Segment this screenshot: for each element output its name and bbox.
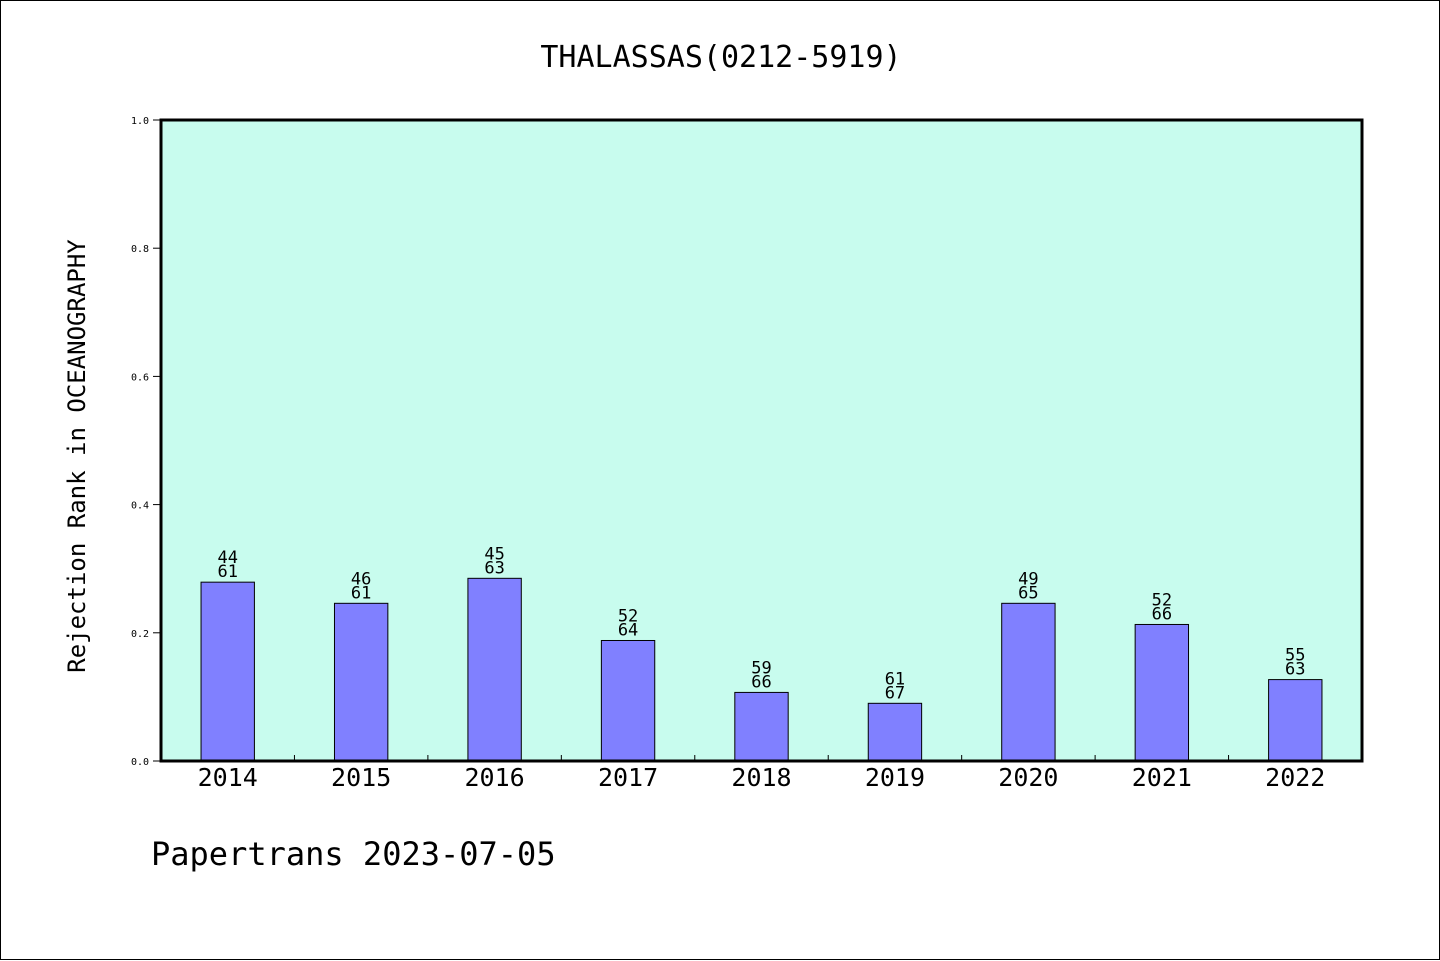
y-tick-label: 0.2 <box>131 629 149 640</box>
bar-2014 <box>200 581 255 762</box>
x-tick-label: 2021 <box>1132 763 1192 792</box>
bar-label-bottom: 66 <box>1152 604 1172 624</box>
bar-label-top: 45 <box>484 544 504 564</box>
bar-2017 <box>600 639 656 762</box>
y-tick-label: 0.4 <box>131 501 149 512</box>
bar-label-bottom: 61 <box>351 583 371 603</box>
bar-label-top: 44 <box>217 548 237 568</box>
bar-label-bottom: 61 <box>217 562 237 582</box>
x-tick-label: 2014 <box>198 763 258 792</box>
bar-label-top: 61 <box>885 669 905 689</box>
x-tick-label: 2016 <box>465 763 525 792</box>
x-tick-label: 2015 <box>331 763 391 792</box>
bar-label-bottom: 63 <box>484 558 504 578</box>
x-tick-label: 2019 <box>865 763 925 792</box>
bar-label-top: 46 <box>351 569 371 589</box>
bar-2015 <box>333 602 389 762</box>
x-tick-label: 2018 <box>731 763 791 792</box>
bar-label-top: 52 <box>618 606 638 626</box>
y-tick-label: 0.8 <box>131 244 149 255</box>
y-tick-label: 0.0 <box>131 757 149 768</box>
x-tick-label: 2022 <box>1265 763 1325 792</box>
footer-credit: Papertrans 2023-07-05 <box>151 835 556 873</box>
bar-2018 <box>734 691 789 762</box>
x-tick-label: 2020 <box>998 763 1058 792</box>
plot-border <box>159 118 1364 763</box>
bar-label-top: 59 <box>751 658 771 678</box>
chart-title: THALASSAS(0212-5919) <box>540 40 901 75</box>
bar-label-bottom: 63 <box>1285 660 1305 680</box>
y-tick-label: 1.0 <box>131 116 149 127</box>
y-axis: 0.0 0.2 0.4 0.6 0.8 1.0 <box>131 116 161 768</box>
y-axis-label: Rejection Rank in OCEANOGRAPHY <box>63 239 91 673</box>
bar-label-bottom: 66 <box>751 672 771 692</box>
bar-2022 <box>1268 679 1323 762</box>
bar-label-bottom: 64 <box>618 620 638 640</box>
bar-label-top: 55 <box>1285 646 1305 666</box>
bar-2021 <box>1134 623 1190 762</box>
x-tick-label: 2017 <box>598 763 658 792</box>
bar-2016 <box>467 577 522 762</box>
y-tick-label: 0.6 <box>131 372 149 383</box>
bar-2020 <box>1001 602 1056 762</box>
bar-label-bottom: 65 <box>1018 583 1038 603</box>
bar-label-top: 52 <box>1152 590 1172 610</box>
bar-2019 <box>867 702 923 762</box>
x-axis: 2014 2015 2016 2017 2018 2019 2020 2021 2022 <box>198 755 1325 792</box>
bar-label-top: 49 <box>1018 569 1038 589</box>
bar-label-bottom: 67 <box>885 683 905 703</box>
